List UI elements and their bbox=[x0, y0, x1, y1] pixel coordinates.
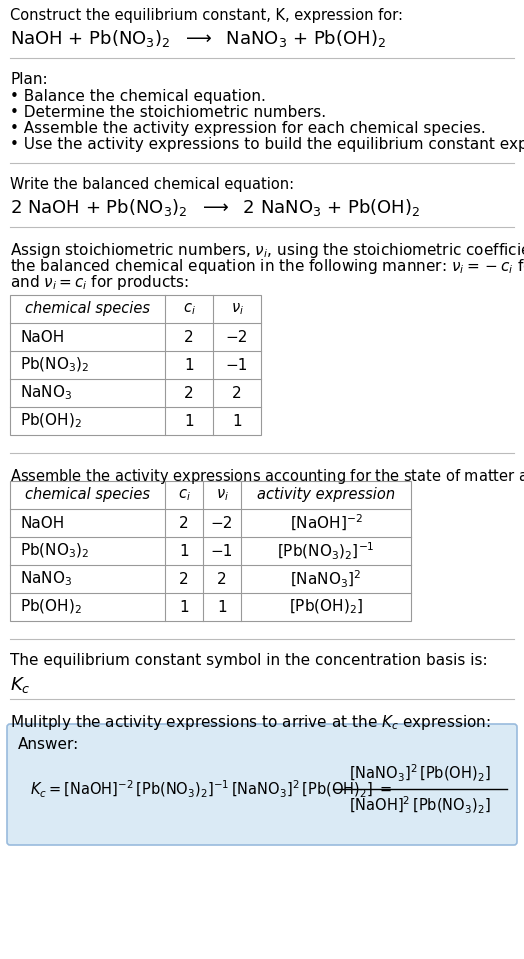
Text: $K_c = \mathrm{[NaOH]^{-2}\,[Pb(NO_3)_2]^{-1}\,[NaNO_3]^2\,[Pb(OH)_2]}$ $=$: $K_c = \mathrm{[NaOH]^{-2}\,[Pb(NO_3)_2]… bbox=[30, 779, 392, 800]
Text: Pb(OH)$_2$: Pb(OH)$_2$ bbox=[20, 597, 82, 617]
Text: [NaOH]$^{-2}$: [NaOH]$^{-2}$ bbox=[290, 513, 363, 533]
Text: Plan:: Plan: bbox=[10, 72, 48, 87]
Text: 1: 1 bbox=[184, 358, 194, 372]
Text: $\mathrm{[NaNO_3]^2\,[Pb(OH)_2]}$: $\mathrm{[NaNO_3]^2\,[Pb(OH)_2]}$ bbox=[349, 762, 491, 784]
Text: [Pb(NO$_3$)$_2$]$^{-1}$: [Pb(NO$_3$)$_2$]$^{-1}$ bbox=[277, 541, 375, 562]
Text: NaOH: NaOH bbox=[20, 516, 64, 530]
Text: −2: −2 bbox=[211, 516, 233, 530]
Text: • Determine the stoichiometric numbers.: • Determine the stoichiometric numbers. bbox=[10, 105, 326, 120]
Text: chemical species: chemical species bbox=[25, 487, 150, 503]
FancyBboxPatch shape bbox=[7, 724, 517, 845]
Text: Construct the equilibrium constant, K, expression for:: Construct the equilibrium constant, K, e… bbox=[10, 8, 403, 23]
Text: Assemble the activity expressions accounting for the state of matter and $\nu_i$: Assemble the activity expressions accoun… bbox=[10, 467, 524, 486]
Text: • Balance the chemical equation.: • Balance the chemical equation. bbox=[10, 89, 266, 104]
Text: $\nu_i$: $\nu_i$ bbox=[215, 487, 228, 503]
Text: Mulitply the activity expressions to arrive at the $K_c$ expression:: Mulitply the activity expressions to arr… bbox=[10, 713, 490, 732]
Text: −2: −2 bbox=[226, 330, 248, 344]
Text: and $\nu_i = c_i$ for products:: and $\nu_i = c_i$ for products: bbox=[10, 273, 189, 292]
Text: Answer:: Answer: bbox=[18, 737, 79, 752]
Text: 1: 1 bbox=[184, 413, 194, 429]
Text: $c_i$: $c_i$ bbox=[178, 487, 190, 503]
Text: • Use the activity expressions to build the equilibrium constant expression.: • Use the activity expressions to build … bbox=[10, 137, 524, 152]
Text: 2 NaOH + Pb(NO$_3$)$_2$  $\longrightarrow$  2 NaNO$_3$ + Pb(OH)$_2$: 2 NaOH + Pb(NO$_3$)$_2$ $\longrightarrow… bbox=[10, 197, 420, 218]
Text: [Pb(OH)$_2$]: [Pb(OH)$_2$] bbox=[289, 597, 363, 617]
Text: Assign stoichiometric numbers, $\nu_i$, using the stoichiometric coefficients, $: Assign stoichiometric numbers, $\nu_i$, … bbox=[10, 241, 524, 260]
Text: Write the balanced chemical equation:: Write the balanced chemical equation: bbox=[10, 177, 294, 192]
Text: [NaNO$_3$]$^2$: [NaNO$_3$]$^2$ bbox=[290, 569, 362, 590]
Text: $\mathrm{[NaOH]^2\,[Pb(NO_3)_2]}$: $\mathrm{[NaOH]^2\,[Pb(NO_3)_2]}$ bbox=[349, 794, 491, 815]
Text: 2: 2 bbox=[179, 516, 189, 530]
Text: 2: 2 bbox=[184, 330, 194, 344]
Text: 1: 1 bbox=[232, 413, 242, 429]
Text: $\nu_i$: $\nu_i$ bbox=[231, 301, 244, 316]
Text: activity expression: activity expression bbox=[257, 487, 395, 503]
Text: −1: −1 bbox=[211, 544, 233, 558]
Text: • Assemble the activity expression for each chemical species.: • Assemble the activity expression for e… bbox=[10, 121, 486, 136]
Text: NaNO$_3$: NaNO$_3$ bbox=[20, 384, 72, 403]
Bar bbox=[10, 481, 411, 621]
Text: NaOH: NaOH bbox=[20, 330, 64, 344]
Text: 1: 1 bbox=[217, 599, 227, 615]
Text: 2: 2 bbox=[232, 386, 242, 401]
Text: $c_i$: $c_i$ bbox=[182, 301, 195, 316]
Text: 1: 1 bbox=[179, 599, 189, 615]
Text: 1: 1 bbox=[179, 544, 189, 558]
Text: Pb(OH)$_2$: Pb(OH)$_2$ bbox=[20, 411, 82, 431]
Text: The equilibrium constant symbol in the concentration basis is:: The equilibrium constant symbol in the c… bbox=[10, 653, 488, 668]
Text: Pb(NO$_3$)$_2$: Pb(NO$_3$)$_2$ bbox=[20, 542, 90, 560]
Text: $K_c$: $K_c$ bbox=[10, 675, 30, 695]
Text: NaOH + Pb(NO$_3$)$_2$  $\longrightarrow$  NaNO$_3$ + Pb(OH)$_2$: NaOH + Pb(NO$_3$)$_2$ $\longrightarrow$ … bbox=[10, 28, 386, 49]
Text: NaNO$_3$: NaNO$_3$ bbox=[20, 570, 72, 589]
Text: −1: −1 bbox=[226, 358, 248, 372]
Text: 2: 2 bbox=[179, 572, 189, 587]
Bar bbox=[10, 295, 261, 435]
Text: the balanced chemical equation in the following manner: $\nu_i = -c_i$ for react: the balanced chemical equation in the fo… bbox=[10, 257, 524, 276]
Text: 2: 2 bbox=[184, 386, 194, 401]
Text: 2: 2 bbox=[217, 572, 227, 587]
Text: chemical species: chemical species bbox=[25, 301, 150, 316]
Text: Pb(NO$_3$)$_2$: Pb(NO$_3$)$_2$ bbox=[20, 356, 90, 374]
